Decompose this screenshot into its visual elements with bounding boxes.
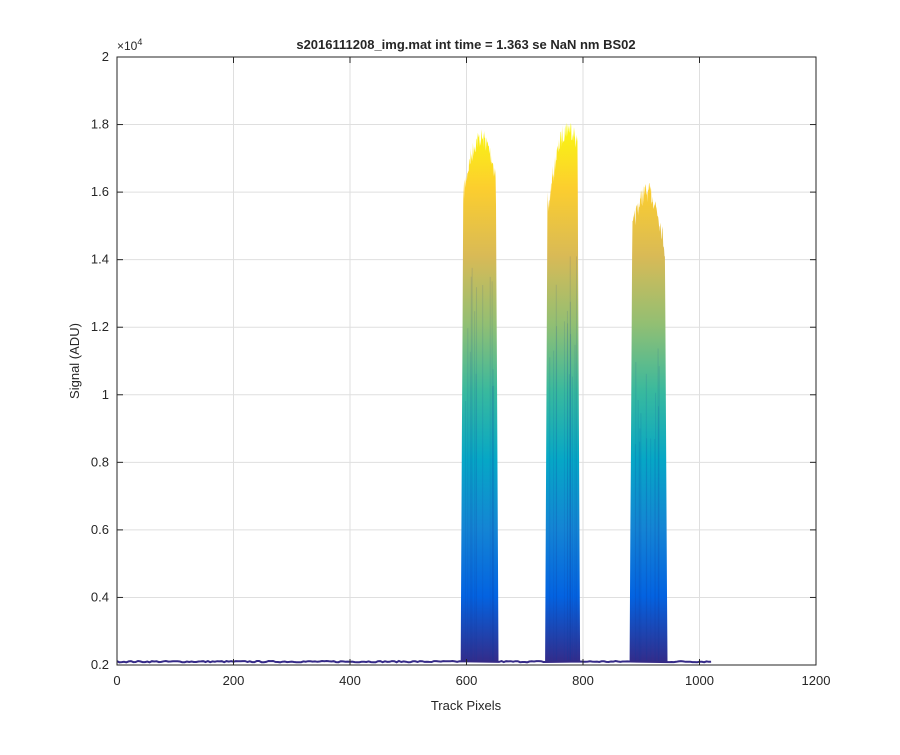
y-exponent-label: ×104 — [117, 37, 142, 53]
signal-band-3 — [629, 183, 668, 662]
chart-title: s2016111208_img.mat int time = 1.363 se … — [296, 37, 635, 52]
y-exponent-base: ×10 — [117, 39, 138, 53]
data-layer — [117, 122, 712, 664]
signal-band-1 — [460, 129, 499, 662]
y-tick-label: 1.2 — [91, 319, 109, 334]
y-exponent-power: 4 — [137, 37, 142, 47]
baseline-trace — [117, 659, 712, 664]
y-tick-label: 0.2 — [91, 657, 109, 672]
x-tick-label: 0 — [113, 673, 120, 688]
y-tick-label: 0.6 — [91, 522, 109, 537]
axes-layer: 0 200 400 600 800 1000 1200 0.2 0.4 0.6 0.8 1 1.2 1.4… — [91, 49, 831, 688]
x-tick-label: 1000 — [685, 673, 714, 688]
x-tick-label: 800 — [572, 673, 594, 688]
signal-band-2 — [545, 122, 581, 662]
x-axis-label: Track Pixels — [431, 698, 502, 713]
y-tick-label: 1.8 — [91, 117, 109, 132]
y-tick-label: 1 — [102, 387, 109, 402]
x-tick-label: 1200 — [802, 673, 831, 688]
x-tick-label: 600 — [456, 673, 478, 688]
y-tick-label: 1.4 — [91, 252, 109, 267]
y-tick-label: 0.8 — [91, 454, 109, 469]
y-tick-label: 1.6 — [91, 184, 109, 199]
x-tick-label: 200 — [223, 673, 245, 688]
y-tick-label: 2 — [102, 49, 109, 64]
y-tick-label: 0.4 — [91, 589, 109, 604]
x-tick-label: 400 — [339, 673, 361, 688]
y-axis-label: Signal (ADU) — [67, 323, 82, 399]
